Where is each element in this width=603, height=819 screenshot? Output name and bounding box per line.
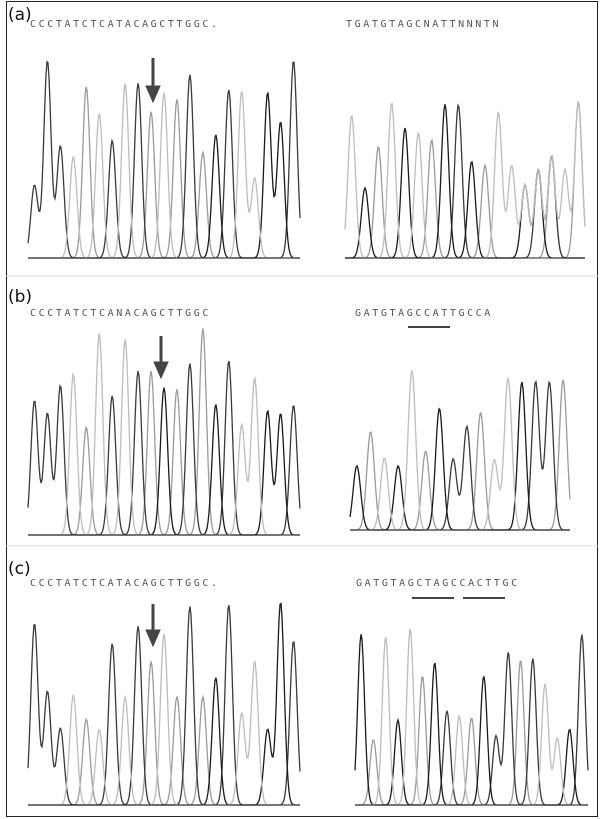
- sequence: CCCTATCTCATACAGCTTGGC.: [30, 578, 220, 589]
- trace: [28, 93, 300, 258]
- chromatograms: [28, 62, 588, 805]
- trace: [350, 382, 570, 530]
- sequence: GATGTAGCTAGCCACTTGC: [356, 578, 520, 589]
- trace: [28, 634, 300, 805]
- figure: (a) CCCTATCTCATACAGCTTGGC. TGATGTAGCNATT…: [0, 0, 603, 819]
- sequence: GATGTAGCCATTGCCA: [355, 308, 493, 319]
- trace: [28, 329, 300, 535]
- arrow-head: [154, 362, 168, 378]
- trace: [350, 382, 570, 530]
- trace: [28, 84, 300, 258]
- trace: [355, 629, 588, 805]
- arrow-head: [146, 86, 160, 102]
- panel-label: (c): [8, 559, 31, 579]
- arrow-head: [146, 630, 160, 646]
- arrows: [146, 58, 168, 646]
- panel-label: (b): [8, 287, 32, 307]
- panel-label: (a): [8, 5, 32, 25]
- trace: [28, 87, 300, 258]
- trace: [350, 380, 570, 530]
- underlines: [408, 327, 505, 598]
- sequence: CCCTATCTCANACAGCTTGGC: [30, 308, 211, 319]
- sequence: TGATGTAGCNATTNNNTN: [346, 19, 501, 30]
- sequence: CCCTATCTCATACAGCTTGGC.: [30, 19, 220, 30]
